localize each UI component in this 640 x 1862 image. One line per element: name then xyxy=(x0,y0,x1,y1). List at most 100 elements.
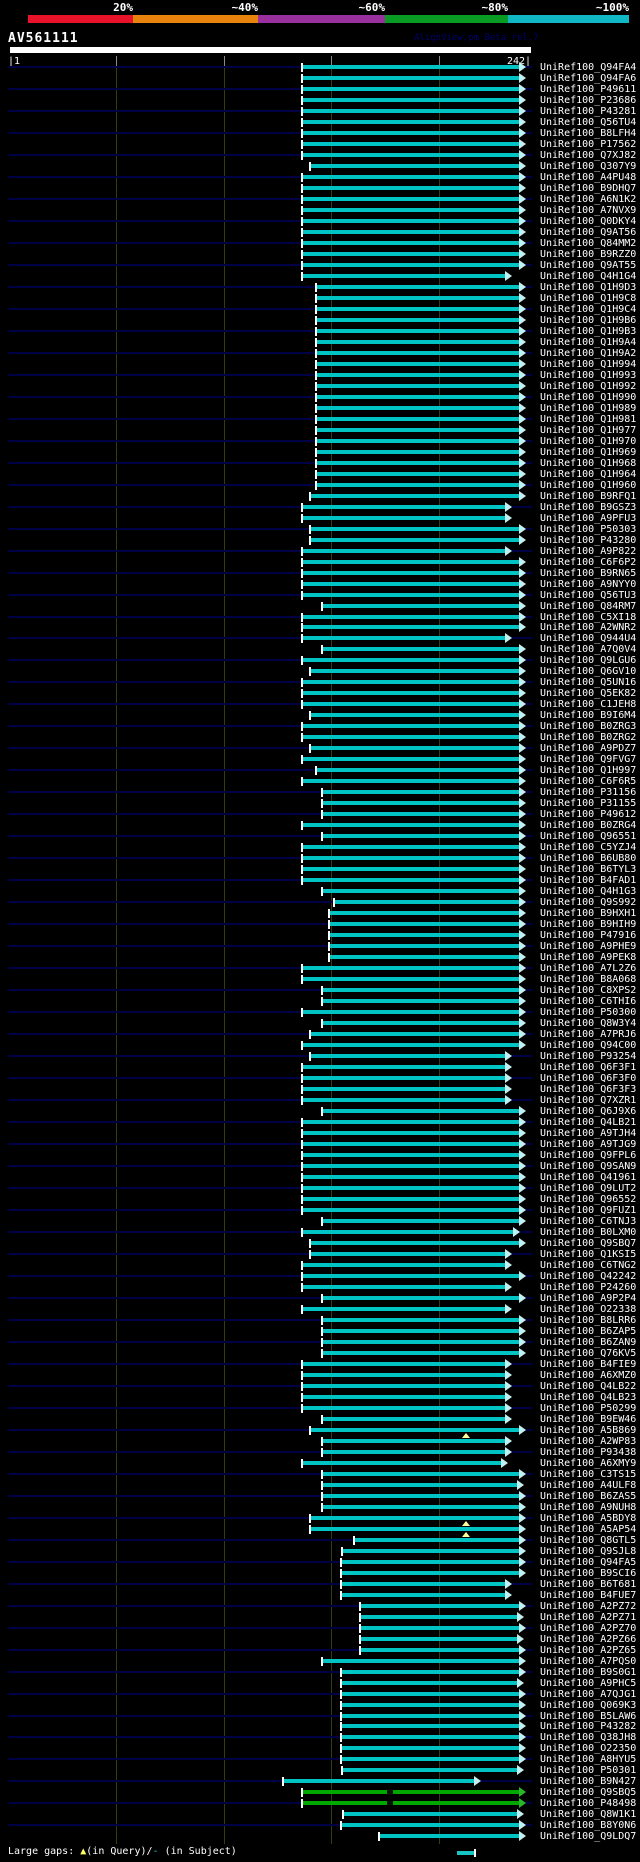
hit-bar[interactable] xyxy=(343,1812,518,1816)
hit-bar[interactable] xyxy=(342,1768,518,1772)
hit-bar[interactable] xyxy=(302,131,520,135)
hit-bar[interactable] xyxy=(322,1340,520,1344)
hit-label[interactable]: UniRef100_B9DHQ7 xyxy=(540,183,637,194)
hit-label[interactable]: UniRef100_A9PEK8 xyxy=(540,952,637,963)
hit-label[interactable]: UniRef100_B9GSZ3 xyxy=(540,502,637,513)
hit-label[interactable]: UniRef100_Q38JH8 xyxy=(540,1732,637,1743)
hit-label[interactable]: UniRef100_C6THI6 xyxy=(540,996,637,1007)
hit-bar[interactable] xyxy=(329,944,520,948)
hit-bar[interactable] xyxy=(379,1834,520,1838)
hit-bar[interactable] xyxy=(302,977,520,981)
hit-bar[interactable] xyxy=(302,241,520,245)
hit-bar[interactable] xyxy=(302,219,520,223)
hit-label[interactable]: UniRef100_Q94FA6 xyxy=(540,73,637,84)
hit-label[interactable]: UniRef100_P50303 xyxy=(540,524,637,535)
hit-label[interactable]: UniRef100_Q6F3F1 xyxy=(540,1062,637,1073)
hit-bar[interactable] xyxy=(322,647,520,651)
hit-bar[interactable] xyxy=(341,1692,520,1696)
hit-label[interactable]: UniRef100_A7L2Z6 xyxy=(540,963,637,974)
hit-bar[interactable] xyxy=(302,658,520,662)
hit-bar[interactable] xyxy=(354,1538,520,1542)
hit-label[interactable]: UniRef100_Q7XZR1 xyxy=(540,1095,637,1106)
hit-label[interactable]: UniRef100_Q9FVG7 xyxy=(540,754,637,765)
hit-bar[interactable] xyxy=(322,1659,520,1663)
hit-bar[interactable] xyxy=(302,505,506,509)
hit-label[interactable]: UniRef100_A6N1K2 xyxy=(540,194,637,205)
hit-label[interactable]: UniRef100_Q1H960 xyxy=(540,480,637,491)
hit-label[interactable]: UniRef100_A2WP83 xyxy=(540,1436,637,1447)
hit-label[interactable]: UniRef100_Q1H9C8 xyxy=(540,293,637,304)
hit-label[interactable]: UniRef100_C6F6P2 xyxy=(540,557,637,568)
hit-label[interactable]: UniRef100_P50300 xyxy=(540,1007,637,1018)
hit-label[interactable]: UniRef100_B6ZAS5 xyxy=(540,1491,637,1502)
hit-label[interactable]: UniRef100_C5XI18 xyxy=(540,612,637,623)
hit-label[interactable]: UniRef100_Q4LB22 xyxy=(540,1381,637,1392)
hit-label[interactable]: UniRef100_O22338 xyxy=(540,1304,637,1315)
hit-label[interactable]: UniRef100_A7NVX9 xyxy=(540,205,637,216)
hit-bar[interactable] xyxy=(322,1296,520,1300)
hit-bar[interactable] xyxy=(302,1274,520,1278)
hit-label[interactable]: UniRef100_Q4H1G3 xyxy=(540,886,637,897)
hit-label[interactable]: UniRef100_Q0DKY4 xyxy=(540,216,637,227)
hit-label[interactable]: UniRef100_Q8GTL5 xyxy=(540,1535,637,1546)
hit-label[interactable]: UniRef100_P49612 xyxy=(540,809,637,820)
hit-label[interactable]: UniRef100_Q1H9B3 xyxy=(540,326,637,337)
hit-bar[interactable] xyxy=(302,571,520,575)
hit-bar[interactable] xyxy=(316,450,520,454)
hit-label[interactable]: UniRef100_Q1H981 xyxy=(540,414,637,425)
hit-label[interactable]: UniRef100_Q9SJL8 xyxy=(540,1546,637,1557)
hit-label[interactable]: UniRef100_Q9AT55 xyxy=(540,260,637,271)
hit-bar[interactable] xyxy=(316,340,520,344)
hit-bar[interactable] xyxy=(310,713,520,717)
hit-bar[interactable] xyxy=(329,933,520,937)
hit-bar[interactable] xyxy=(316,472,520,476)
hit-label[interactable]: UniRef100_B9S0G1 xyxy=(540,1667,637,1678)
hit-bar[interactable] xyxy=(316,406,520,410)
hit-label[interactable]: UniRef100_Q5UN16 xyxy=(540,677,637,688)
hit-bar[interactable] xyxy=(302,1801,520,1805)
hit-bar[interactable] xyxy=(310,538,520,542)
hit-label[interactable]: UniRef100_Q1H992 xyxy=(540,381,637,392)
hit-bar[interactable] xyxy=(302,1131,520,1135)
hit-bar[interactable] xyxy=(360,1615,518,1619)
hit-bar[interactable] xyxy=(310,1032,520,1036)
hit-label[interactable]: UniRef100_A6XMY9 xyxy=(540,1458,637,1469)
hit-bar[interactable] xyxy=(302,109,520,113)
hit-bar[interactable] xyxy=(329,911,520,915)
hit-label[interactable]: UniRef100_Q56TU3 xyxy=(540,590,637,601)
hit-label[interactable]: UniRef100_B0ZRG4 xyxy=(540,820,637,831)
hit-label[interactable]: UniRef100_P23686 xyxy=(540,95,637,106)
hit-bar[interactable] xyxy=(302,1307,506,1311)
hit-label[interactable]: UniRef100_B9RFQ1 xyxy=(540,491,637,502)
hit-bar[interactable] xyxy=(302,175,520,179)
hit-label[interactable]: UniRef100_B0ZRG3 xyxy=(540,721,637,732)
hit-label[interactable]: UniRef100_B9RN65 xyxy=(540,568,637,579)
hit-label[interactable]: UniRef100_B8LFH4 xyxy=(540,128,637,139)
hit-bar[interactable] xyxy=(322,889,520,893)
hit-bar[interactable] xyxy=(322,1219,520,1223)
hit-bar[interactable] xyxy=(302,724,520,728)
hit-bar[interactable] xyxy=(341,1582,506,1586)
hit-label[interactable]: UniRef100_Q944U4 xyxy=(540,633,637,644)
hit-bar[interactable] xyxy=(302,1384,506,1388)
hit-bar[interactable] xyxy=(316,329,520,333)
hit-label[interactable]: UniRef100_B6UB80 xyxy=(540,853,637,864)
hit-label[interactable]: UniRef100_A7Q0V4 xyxy=(540,644,637,655)
hit-bar[interactable] xyxy=(316,461,520,465)
hit-bar[interactable] xyxy=(342,1549,520,1553)
hit-bar[interactable] xyxy=(334,900,520,904)
hit-bar[interactable] xyxy=(302,153,520,157)
hit-bar[interactable] xyxy=(310,1241,520,1245)
hit-bar[interactable] xyxy=(310,1428,520,1432)
hit-label[interactable]: UniRef100_B4FAD1 xyxy=(540,875,637,886)
hit-label[interactable]: UniRef100_B6ZAN9 xyxy=(540,1337,637,1348)
hit-bar[interactable] xyxy=(341,1670,520,1674)
hit-label[interactable]: UniRef100_A6XMZ0 xyxy=(540,1370,637,1381)
hit-bar[interactable] xyxy=(302,625,520,629)
hit-label[interactable]: UniRef100_B6T681 xyxy=(540,1579,637,1590)
hit-bar[interactable] xyxy=(310,527,520,531)
hit-bar[interactable] xyxy=(341,1757,520,1761)
hit-label[interactable]: UniRef100_P43280 xyxy=(540,535,637,546)
hit-label[interactable]: UniRef100_Q9FPL6 xyxy=(540,1150,637,1161)
hit-label[interactable]: UniRef100_P17562 xyxy=(540,139,637,150)
